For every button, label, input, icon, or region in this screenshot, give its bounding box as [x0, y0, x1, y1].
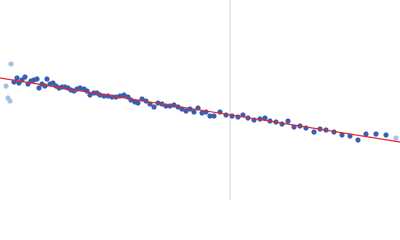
data-point	[339, 132, 345, 138]
data-point	[151, 104, 157, 110]
data-point	[235, 114, 241, 120]
data-point	[393, 135, 399, 141]
data-point	[135, 100, 141, 106]
data-point	[34, 76, 40, 82]
data-point	[3, 83, 9, 89]
data-point	[373, 131, 379, 137]
data-point	[383, 132, 389, 138]
data-point	[121, 92, 127, 98]
data-point	[22, 74, 28, 80]
data-point	[199, 110, 205, 116]
fit-line	[0, 77, 400, 143]
data-point	[183, 108, 189, 114]
data-point	[36, 85, 42, 91]
data-point	[311, 129, 317, 135]
data-point	[285, 118, 291, 124]
data-point	[7, 98, 13, 104]
data-point	[14, 75, 20, 81]
data-point	[262, 115, 268, 121]
data-point	[355, 137, 361, 143]
data-point	[87, 92, 93, 98]
chart	[0, 0, 400, 200]
data-point	[44, 76, 50, 82]
data-point	[191, 109, 197, 115]
data-point	[8, 61, 14, 67]
data-point	[207, 113, 213, 119]
data-point	[363, 131, 369, 137]
data-point	[77, 85, 83, 91]
data-point	[211, 113, 217, 119]
